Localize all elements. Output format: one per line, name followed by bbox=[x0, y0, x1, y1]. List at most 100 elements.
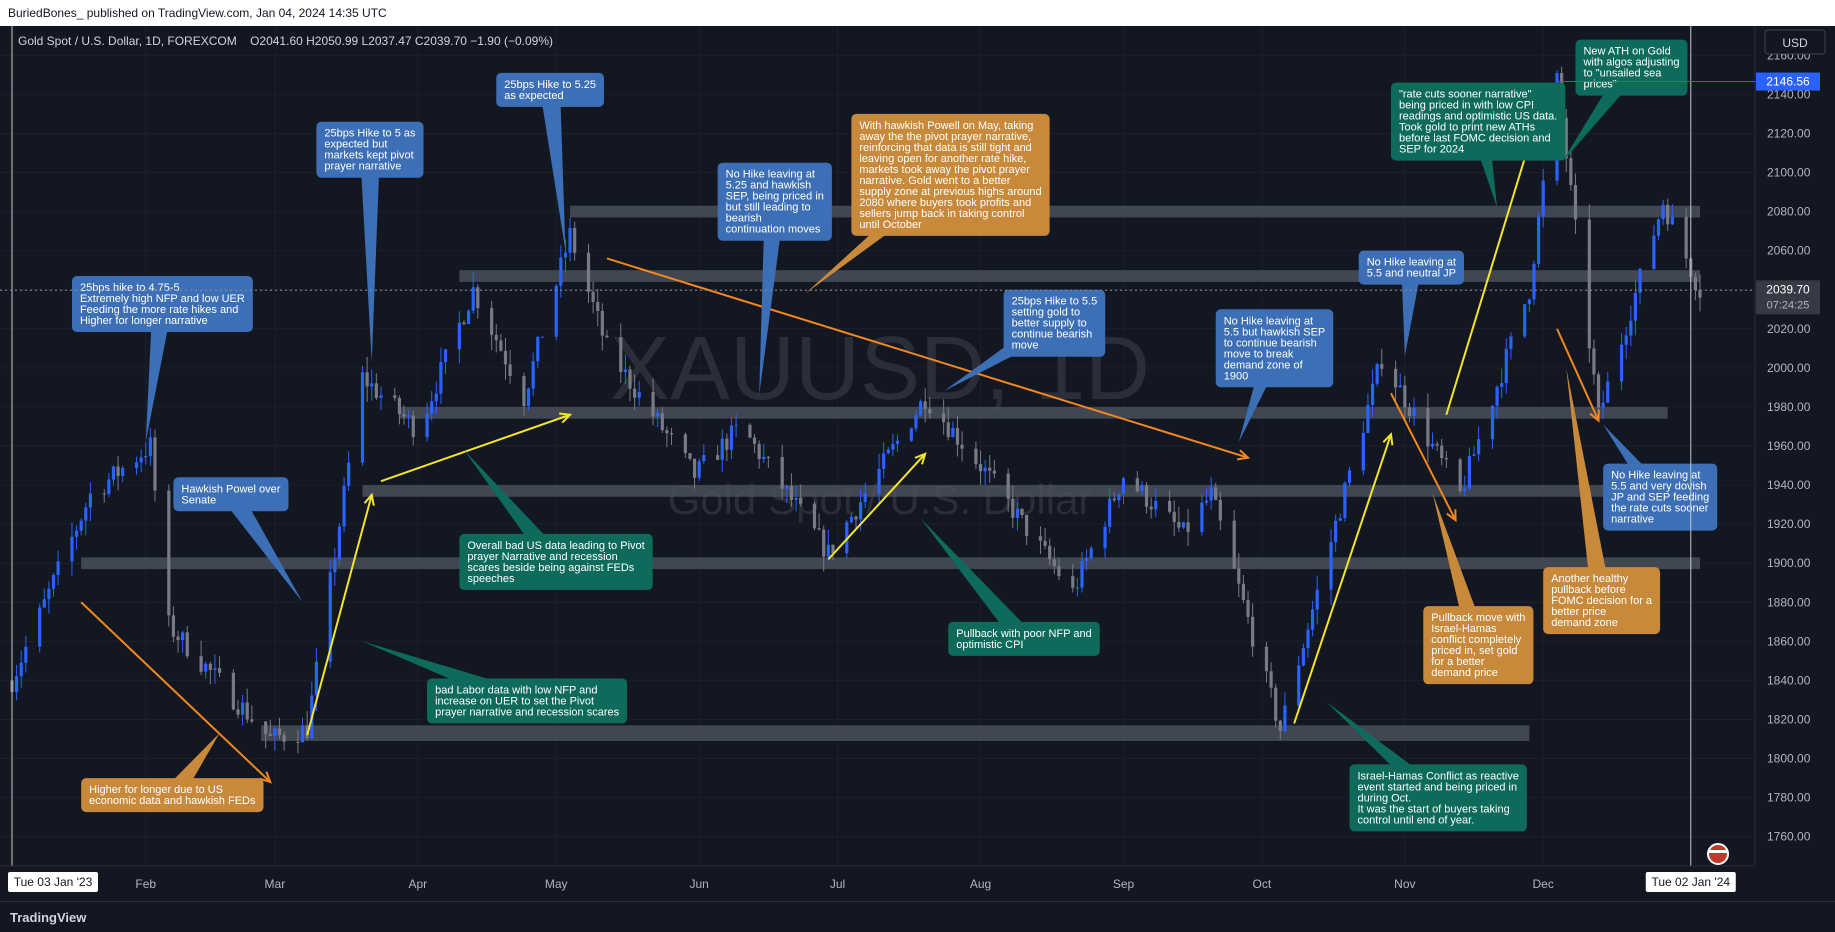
time-axis[interactable]: Feb Mar Apr May Jun Jul Aug Sep Oct Nov Dec Tue 03 … bbox=[0, 865, 1755, 901]
annotation-text: Hawkish Powel over bbox=[181, 483, 280, 495]
candle-body bbox=[1661, 204, 1665, 220]
candle-body bbox=[393, 395, 397, 398]
candle-body bbox=[1592, 348, 1596, 375]
cursor-start-badge bbox=[8, 872, 98, 892]
month-tick-label: Oct bbox=[1253, 877, 1272, 891]
candle-body bbox=[1375, 364, 1379, 384]
annotation-text: markets took away the pivot prayer bbox=[859, 164, 1030, 176]
tradingview-logo-icon[interactable]: TradingView bbox=[10, 910, 86, 925]
annotation-text: 25bps hike to 4.75-5 bbox=[80, 282, 180, 294]
candle-body bbox=[1112, 498, 1116, 501]
candle-body bbox=[526, 388, 531, 407]
candle-body bbox=[1573, 185, 1578, 220]
annotation-text: continue bearish bbox=[1012, 329, 1093, 341]
price-axis[interactable]: 1760.00 1780.00 1800.00 1820.00 1840.00 1860.… bbox=[0, 26, 1835, 866]
candle-body bbox=[1652, 235, 1656, 269]
annotation-text: priced in, set gold bbox=[1431, 645, 1517, 657]
annotation-text: Senate bbox=[181, 494, 216, 506]
annotation-n18: No Hike leaving at5.5 and very dovishJP … bbox=[1603, 424, 1718, 531]
candle-body bbox=[370, 383, 374, 387]
flag-icon[interactable] bbox=[1707, 843, 1729, 865]
candle-body bbox=[1121, 478, 1126, 495]
candle-body bbox=[729, 425, 734, 450]
gold-price-chart[interactable]: XAUUSD, 1D Gold Spot / U.S. Dollar 25bps… bbox=[0, 26, 1835, 901]
candle-body bbox=[1103, 526, 1107, 549]
candle-body bbox=[1601, 402, 1605, 408]
annotation-text: 2080 where buyers took profits and bbox=[859, 197, 1031, 209]
candle-body bbox=[1209, 487, 1213, 501]
price-tick-label: 1840.00 bbox=[1767, 673, 1811, 687]
candle-body bbox=[1246, 600, 1250, 617]
month-tick-label: Apr bbox=[409, 877, 428, 891]
arrow-head bbox=[914, 452, 927, 465]
currency-button[interactable]: USD bbox=[1764, 29, 1826, 55]
annotation-text: 5.5 and neutral JP bbox=[1367, 268, 1456, 280]
candle-body bbox=[88, 493, 93, 508]
candle-body bbox=[1168, 500, 1172, 512]
candle-body bbox=[637, 391, 641, 398]
annotation-text: 25bps Hike to 5.25 bbox=[504, 79, 596, 91]
price-tick-label: 2100.00 bbox=[1767, 166, 1811, 180]
annotation-text: demand zone of bbox=[1224, 359, 1304, 371]
candle-body bbox=[185, 632, 189, 657]
candle-body bbox=[508, 364, 512, 377]
candle-body bbox=[826, 544, 830, 557]
brand-label: TradingView bbox=[10, 910, 87, 925]
annotation-pointer bbox=[1401, 266, 1422, 357]
candle-body bbox=[1043, 540, 1047, 546]
candle-body bbox=[859, 502, 863, 520]
annotation-text: No Hike leaving at bbox=[726, 169, 815, 181]
price-tick-label: 1900.00 bbox=[1767, 556, 1811, 570]
price-tick-label: 1940.00 bbox=[1767, 478, 1811, 492]
candle-body bbox=[725, 438, 729, 450]
annotation-text: expected but bbox=[324, 139, 387, 151]
trend-arrow bbox=[306, 494, 373, 736]
candle-body bbox=[854, 516, 858, 520]
candle-body bbox=[1020, 508, 1024, 515]
candle-body bbox=[992, 470, 996, 474]
arrow-head bbox=[1382, 432, 1394, 446]
annotation-text: FOMC decision for a bbox=[1551, 595, 1653, 607]
candle-body bbox=[1666, 204, 1670, 225]
candle-body bbox=[176, 636, 180, 640]
candle-body bbox=[766, 456, 770, 458]
candle-body bbox=[1306, 629, 1310, 649]
candle-body bbox=[42, 599, 46, 608]
annotation-text: supply zone at previous highs around bbox=[859, 186, 1041, 198]
candle-body bbox=[817, 528, 821, 530]
candle-body bbox=[1430, 443, 1435, 447]
annotation-text: Pullback with poor NFP and bbox=[956, 628, 1092, 640]
candle-body bbox=[1149, 506, 1153, 510]
candle-body bbox=[591, 291, 595, 302]
candle-body bbox=[1495, 386, 1499, 406]
candle-body bbox=[688, 453, 692, 459]
candle-body bbox=[360, 372, 365, 463]
annotation-text: Pullback move with bbox=[1431, 612, 1525, 624]
candle-body bbox=[1048, 545, 1052, 560]
annotation-text: bearish bbox=[726, 213, 762, 225]
candle-body bbox=[268, 734, 272, 736]
candle-body bbox=[24, 646, 28, 663]
publisher-line: BuriedBones_ published on TradingView.co… bbox=[8, 6, 387, 20]
candle-body bbox=[490, 308, 494, 335]
candle-body bbox=[914, 415, 918, 429]
candle-body bbox=[522, 376, 526, 407]
price-tick-label: 2060.00 bbox=[1767, 244, 1811, 258]
ohlc-values: O2041.60 H2050.99 L2037.47 C2039.70 −1.9… bbox=[250, 34, 553, 48]
candle-body bbox=[1403, 385, 1407, 408]
candle-body bbox=[1117, 494, 1121, 501]
annotation-text: for a better bbox=[1431, 656, 1485, 668]
annotation-box bbox=[1358, 250, 1465, 285]
candle-body bbox=[1172, 511, 1176, 522]
annotation-text: away the the pivot prayer narrative, bbox=[859, 131, 1031, 143]
candle-body bbox=[1619, 344, 1624, 382]
candle-body bbox=[586, 252, 591, 292]
candle-body bbox=[734, 424, 738, 426]
price-tick-label: 1880.00 bbox=[1767, 595, 1811, 609]
price-zone bbox=[570, 205, 1700, 218]
candle-body bbox=[554, 285, 558, 337]
annotation-box bbox=[496, 72, 604, 107]
price-tick-label: 1960.00 bbox=[1767, 439, 1811, 453]
candle-body bbox=[748, 424, 752, 438]
